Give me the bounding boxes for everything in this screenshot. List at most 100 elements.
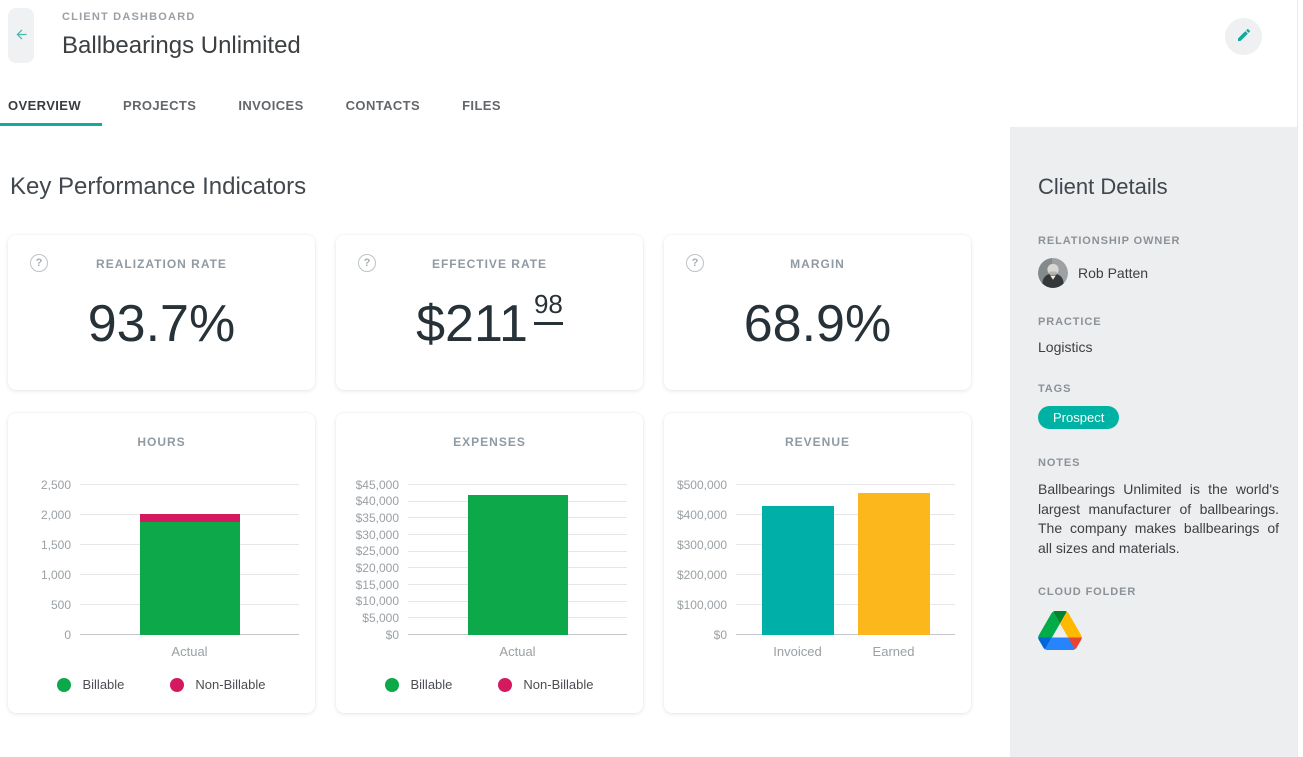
legend-dot	[170, 677, 185, 692]
y-tick-label: $10,000	[355, 594, 399, 609]
gridline: $200,000	[677, 568, 955, 582]
notes-text: Ballbearings Unlimited is the world's la…	[1038, 481, 1279, 556]
bar-segment-billable	[139, 522, 240, 635]
y-tick-label: $500,000	[676, 477, 727, 492]
question-glyph: ?	[35, 257, 43, 269]
avatar	[1038, 258, 1068, 288]
chart-legend: Billable Non-Billable	[8, 677, 315, 692]
pencil-icon	[1236, 27, 1252, 46]
google-drive-icon	[1038, 611, 1082, 654]
kpi-value: 93.7%	[87, 294, 236, 353]
x-category-label: Actual	[171, 644, 208, 659]
y-tick-label: $45,000	[355, 477, 399, 492]
header-text: CLIENT DASHBOARD Ballbearings Unlimited	[62, 11, 301, 60]
tab-contacts[interactable]: CONTACTS	[345, 98, 421, 113]
google-drive-folder-link[interactable]	[1038, 611, 1082, 655]
legend-label: Billable	[410, 677, 453, 692]
chart-title: REVENUE	[784, 435, 850, 449]
cloud-folder-group: CLOUD FOLDER	[1038, 586, 1279, 655]
gridline: 2,500	[41, 478, 299, 492]
y-tick-label: $20,000	[355, 560, 399, 575]
kpi-row: ? REALIZATION RATE 93.7% ? EFFECTIVE RAT…	[8, 235, 1010, 390]
y-tick-label: $40,000	[355, 494, 399, 509]
owner-name: Rob Patten	[1078, 265, 1149, 281]
page-header: CLIENT DASHBOARD Ballbearings Unlimited	[0, 0, 1303, 95]
x-category-label: Earned	[872, 644, 915, 659]
bar-segment-invoiced	[761, 506, 834, 635]
gridline: $500,000	[677, 478, 955, 492]
expenses-chart-plot: $0 $5,000 $10,000 $15,000 $20,000 $25,000 $30,…	[356, 478, 627, 659]
y-tick-label: $25,000	[355, 544, 399, 559]
hours-chart-plot: 0 500 1,000 1,500 2,000 2,500 Actual	[41, 478, 299, 659]
tag-chip-prospect: Prospect	[1038, 406, 1120, 429]
legend-dot	[57, 677, 72, 692]
practice-value: Logistics	[1038, 339, 1093, 355]
bars-group: Actual	[80, 485, 299, 659]
question-mark-icon[interactable]: ?	[358, 254, 376, 272]
tags-group: TAGS Prospect	[1038, 383, 1279, 429]
sidebar-title: Client Details	[1038, 174, 1168, 199]
y-tick-label: $15,000	[355, 577, 399, 592]
group-label: NOTES	[1038, 457, 1081, 469]
y-tick-label: $35,000	[355, 510, 399, 525]
arrow-left-icon	[14, 27, 29, 45]
bar: Earned	[857, 492, 930, 659]
legend-dot	[498, 677, 513, 692]
x-category-label: Actual	[499, 644, 536, 659]
bar-segment-earned	[857, 492, 930, 635]
kpi-card-realization-rate: ? REALIZATION RATE 93.7%	[8, 235, 315, 390]
legend-item: Non-Billable	[498, 677, 594, 692]
chart-title: EXPENSES	[453, 435, 526, 449]
expenses-chart-card: EXPENSES $0 $5,000 $10,000 $15,000 $20,000 $2…	[336, 413, 643, 713]
y-tick-label: $0	[385, 627, 399, 642]
revenue-chart-plot: $0 $100,000 $200,000 $300,000 $400,000 $500,0…	[677, 478, 955, 659]
x-category-label: Invoiced	[773, 644, 822, 659]
client-details-panel: Client Details RELATIONSHIP OWNER	[1010, 127, 1303, 757]
owner-row: Rob Patten	[1038, 258, 1279, 288]
notes-group: NOTES Ballbearings Unlimited is the worl…	[1038, 457, 1279, 558]
kpi-title: MARGIN	[790, 257, 845, 271]
y-tick-label: 1,000	[40, 567, 71, 582]
question-glyph: ?	[363, 257, 371, 269]
bars-group: Invoiced Earned	[736, 485, 955, 659]
kpi-value: $211 98	[416, 271, 563, 390]
question-mark-icon[interactable]: ?	[686, 254, 704, 272]
scrollbar-track[interactable]	[1297, 0, 1303, 757]
client-name-title: Ballbearings Unlimited	[62, 32, 301, 59]
y-tick-label: 2,000	[40, 507, 71, 522]
chart-title: HOURS	[137, 435, 186, 449]
gridline: $0	[714, 628, 955, 642]
group-label: RELATIONSHIP OWNER	[1038, 235, 1181, 247]
main-content: Key Performance Indicators ? REALIZATION…	[0, 127, 1010, 757]
tab-overview[interactable]: OVERVIEW	[0, 95, 103, 126]
y-tick-label: $30,000	[355, 527, 399, 542]
back-button[interactable]	[8, 8, 34, 63]
y-tick-label: 500	[50, 597, 71, 612]
tab-projects[interactable]: PROJECTS	[123, 98, 197, 113]
gridline: $45,000	[356, 478, 627, 492]
bar-segment-billable	[467, 495, 568, 635]
tab-files[interactable]: FILES	[462, 98, 501, 113]
y-tick-label: $0	[713, 627, 727, 642]
edit-client-button[interactable]	[1225, 18, 1262, 55]
relationship-owner-group: RELATIONSHIP OWNER	[1038, 235, 1279, 288]
bar-segment-non-billable	[139, 514, 240, 523]
chart-row: HOURS 0 500 1,000 1,500 2,000 2,500 Actual Bil…	[8, 413, 1010, 713]
kpi-value-dollars: $211	[416, 294, 528, 353]
group-label: PRACTICE	[1038, 316, 1102, 328]
question-glyph: ?	[691, 257, 699, 269]
y-tick-label: 0	[64, 627, 71, 642]
question-mark-icon[interactable]: ?	[30, 254, 48, 272]
legend-item: Non-Billable	[170, 677, 266, 692]
kpi-value-cents: 98	[533, 289, 563, 325]
chart-legend: Billable Non-Billable	[336, 677, 643, 692]
kpi-title: REALIZATION RATE	[96, 257, 227, 271]
tab-invoices[interactable]: INVOICES	[238, 98, 304, 113]
bar: Invoiced	[761, 506, 834, 659]
gridline: $300,000	[677, 538, 955, 552]
gridline: $100,000	[677, 598, 955, 612]
y-tick-label: $400,000	[676, 507, 727, 522]
y-tick-label: $5,000	[362, 610, 399, 625]
legend-dot	[385, 677, 400, 692]
practice-group: PRACTICE Logistics	[1038, 316, 1279, 355]
